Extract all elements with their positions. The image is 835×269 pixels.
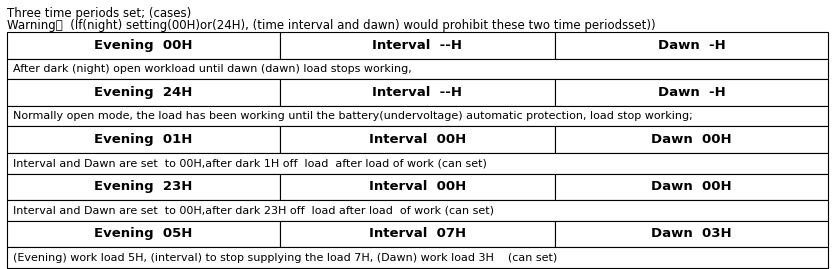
Text: Normally open mode, the load has been working until the battery(undervoltage) au: Normally open mode, the load has been wo…	[13, 111, 693, 121]
Text: Interval  07H: Interval 07H	[369, 228, 466, 240]
Text: Dawn  -H: Dawn -H	[658, 39, 726, 52]
Bar	[7, 79, 281, 106]
Text: Warning：  (If(night) setting(00H)or(24H), (time interval and dawn) would prohibi: Warning： (If(night) setting(00H)or(24H),…	[7, 19, 655, 32]
Bar	[7, 106, 828, 126]
Bar	[281, 79, 554, 106]
Text: (Evening) work load 5H, (interval) to stop supplying the load 7H, (Dawn) work lo: (Evening) work load 5H, (interval) to st…	[13, 253, 558, 263]
Bar	[281, 221, 554, 247]
Text: Evening  01H: Evening 01H	[94, 133, 193, 146]
Bar	[554, 221, 828, 247]
Bar	[7, 221, 281, 247]
Text: Dawn  00H: Dawn 00H	[651, 133, 731, 146]
Text: Interval  --H: Interval --H	[372, 86, 463, 99]
Bar	[554, 32, 828, 59]
Text: Evening  23H: Evening 23H	[94, 180, 193, 193]
Text: Interval  00H: Interval 00H	[369, 133, 466, 146]
Text: After dark (night) open workload until dawn (dawn) load stops working,: After dark (night) open workload until d…	[13, 64, 412, 74]
Text: Dawn  03H: Dawn 03H	[651, 228, 731, 240]
Bar	[7, 200, 828, 221]
Text: Dawn  -H: Dawn -H	[658, 86, 726, 99]
Text: Dawn  00H: Dawn 00H	[651, 180, 731, 193]
Bar	[7, 59, 828, 79]
Bar	[554, 174, 828, 200]
Bar	[7, 126, 281, 153]
Bar	[554, 126, 828, 153]
Bar	[281, 126, 554, 153]
Text: Evening  00H: Evening 00H	[94, 39, 193, 52]
Text: Interval  00H: Interval 00H	[369, 180, 466, 193]
Bar	[554, 79, 828, 106]
Bar	[7, 153, 828, 174]
Text: Evening  05H: Evening 05H	[94, 228, 193, 240]
Text: Evening  24H: Evening 24H	[94, 86, 193, 99]
Bar	[7, 174, 281, 200]
Bar	[281, 32, 554, 59]
Text: Three time periods set; (cases): Three time periods set; (cases)	[7, 7, 191, 20]
Text: Interval and Dawn are set  to 00H,after dark 1H off  load  after load of work (c: Interval and Dawn are set to 00H,after d…	[13, 158, 488, 168]
Bar	[7, 247, 828, 268]
Text: Interval and Dawn are set  to 00H,after dark 23H off  load after load  of work (: Interval and Dawn are set to 00H,after d…	[13, 206, 494, 215]
Text: Interval  --H: Interval --H	[372, 39, 463, 52]
Bar	[281, 174, 554, 200]
Bar	[7, 32, 281, 59]
